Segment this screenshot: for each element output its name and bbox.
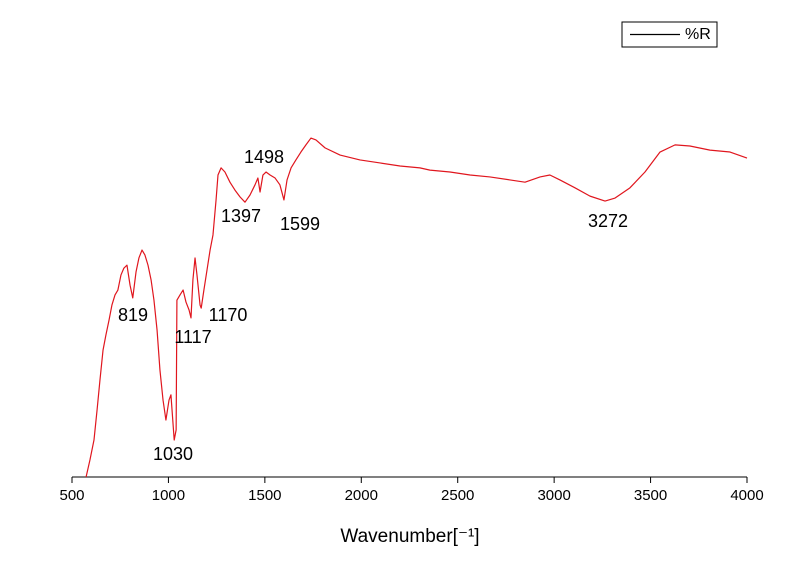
x-tick-label: 2000 [345,487,378,504]
peak-label: 1599 [280,214,320,234]
x-tick-label: 1500 [248,487,281,504]
peak-label: 3272 [588,211,628,231]
x-tick-label: 1000 [152,487,185,504]
peak-label: 1397 [221,206,261,226]
x-tick-label: 2500 [441,487,474,504]
x-tick-label: 3500 [634,487,667,504]
peak-label: 819 [118,305,148,325]
spectrum-line [85,137,748,478]
peak-label: 1117 [174,327,211,347]
x-axis-title: Wavenumber[⁻¹] [340,526,479,547]
legend-box [621,21,718,48]
legend-label: %R [685,26,711,43]
peak-label: 1170 [209,305,248,325]
x-tick-label: 4000 [730,487,763,504]
x-tick-label: 3000 [537,487,570,504]
x-tick-label: 500 [59,487,84,504]
peak-label: 1498 [244,147,284,167]
peak-label: 1030 [153,444,193,464]
